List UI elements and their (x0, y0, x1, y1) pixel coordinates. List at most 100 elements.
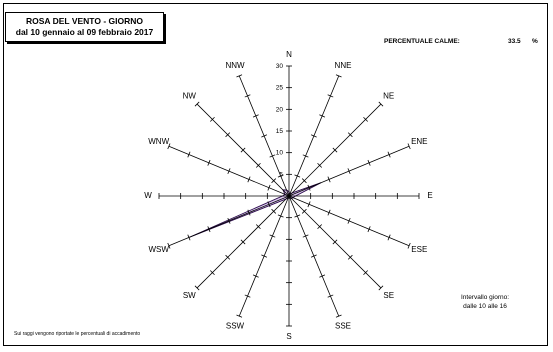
spoke-tick-wsw (207, 226, 211, 233)
spoke-tick-ese (387, 234, 391, 241)
spoke-tick-wsw (187, 234, 191, 241)
calm-percentage-value: 33.5 (508, 38, 521, 45)
spoke-tick-wnw (187, 151, 191, 158)
spoke-tick-wnw (227, 168, 231, 175)
spoke-tick-ese (327, 209, 331, 216)
time-interval-note: Intervallo giorno: dalle 10 alle 16 (445, 293, 525, 311)
spoke-tick-wsw (227, 217, 231, 224)
spoke-tick-ese (307, 201, 311, 208)
spoke-tick-nnw (269, 154, 276, 158)
direction-label-wsw: WSW (148, 245, 169, 254)
calm-percentage-unit: % (532, 38, 538, 45)
spoke-tick-sw (194, 285, 200, 291)
time-interval-range: dalle 10 alle 16 (463, 303, 507, 310)
spoke-tick-wsw (267, 201, 271, 208)
spoke-tick-ene (387, 151, 391, 158)
spoke-tick-ssw (277, 214, 284, 218)
spoke-tick-nw (255, 162, 261, 168)
chart-subtitle: dal 10 gennaio al 09 febbraio 2017 (15, 27, 154, 37)
spoke-tick-ene (407, 143, 411, 150)
spoke-tick-wnw (167, 143, 171, 150)
spoke-tick-sse (310, 254, 317, 258)
spoke-tick-ne (317, 162, 323, 168)
direction-label-e: E (427, 191, 432, 200)
chart-title-box: ROSA DEL VENTO - GIORNO dal 10 gennaio a… (5, 12, 164, 42)
direction-label-se: SE (383, 291, 394, 300)
radial-tick-label: 30 (276, 63, 284, 70)
spoke-tick-sw (271, 208, 277, 214)
spoke-tick-ssw (236, 314, 243, 318)
spoke-tick-nne (310, 134, 317, 138)
spoke-tick-wnw (247, 176, 251, 183)
spoke-tick-ese (367, 226, 371, 233)
direction-label-nnw: NNW (225, 61, 245, 70)
direction-label-sse: SSE (335, 321, 351, 330)
radial-tick-label: 5 (279, 171, 283, 178)
direction-label-ese: ESE (411, 245, 427, 254)
direction-label-n: N (286, 50, 292, 59)
spoke-tick-se (332, 239, 338, 245)
footnote: Sui raggi vengono riportate le percentua… (14, 331, 141, 337)
spoke-tick-ssw (252, 274, 259, 278)
spoke-tick-sse (327, 294, 334, 298)
spoke-tick-wnw (207, 159, 211, 166)
spoke-tick-nw (209, 116, 215, 122)
spoke-tick-nnw (277, 174, 284, 178)
spoke-tick-nne (302, 154, 309, 158)
spoke-tick-sse (335, 314, 342, 318)
spoke-tick-sw (225, 254, 231, 260)
spoke-tick-ne (301, 178, 307, 184)
spoke-tick-se (317, 224, 323, 230)
spoke-tick-sw (209, 270, 215, 276)
direction-label-ene: ENE (411, 137, 427, 146)
spoke-tick-nw (271, 178, 277, 184)
spoke-tick-wsw (167, 242, 171, 249)
calm-percentage-label: PERCENTUALE CALME: (384, 38, 460, 45)
spoke-tick-nw (240, 147, 246, 153)
spoke-tick-sse (294, 214, 301, 218)
spoke-tick-ssw (261, 254, 268, 258)
spoke-tick-ene (307, 184, 311, 191)
radial-tick-label: 15 (276, 128, 284, 135)
spoke-tick-wsw (247, 209, 251, 216)
radial-tick-label: 10 (276, 150, 284, 157)
spoke-tick-ene (367, 159, 371, 166)
spoke-tick-se (347, 254, 353, 260)
spoke-tick-nnw (252, 114, 259, 118)
spoke-tick-ese (347, 217, 351, 224)
spoke-tick-ene (327, 176, 331, 183)
direction-label-ne: NE (383, 91, 394, 100)
spoke-tick-ne (347, 132, 353, 138)
radial-tick-label: 20 (276, 106, 284, 113)
direction-label-s: S (286, 332, 291, 341)
chart-frame (3, 3, 548, 346)
spoke-tick-nne (335, 74, 342, 78)
spoke-tick-nnw (244, 94, 251, 98)
direction-label-w: W (144, 191, 152, 200)
spoke-tick-ne (332, 147, 338, 153)
spoke-tick-nne (294, 174, 301, 178)
time-interval-title: Intervallo giorno: (460, 294, 510, 301)
chart-title: ROSA DEL VENTO - GIORNO (26, 16, 143, 26)
spoke-tick-nne (327, 94, 334, 98)
spoke-tick-wnw (267, 184, 271, 191)
spoke-tick-se (378, 285, 384, 291)
spoke-tick-ese (407, 242, 411, 249)
direction-label-wnw: WNW (148, 137, 169, 146)
spoke-tick-nw (225, 132, 231, 138)
spoke-tick-nw (194, 101, 200, 107)
radial-tick-label: 25 (276, 85, 284, 92)
direction-label-ssw: SSW (226, 321, 245, 330)
spoke-tick-sse (302, 234, 309, 238)
direction-label-sw: SW (183, 291, 196, 300)
direction-label-nw: NW (183, 91, 197, 100)
spoke-tick-ne (378, 101, 384, 107)
spoke-tick-se (363, 270, 369, 276)
spoke-tick-sw (255, 224, 261, 230)
spoke-tick-se (301, 208, 307, 214)
spoke-tick-sse (319, 274, 326, 278)
spoke-tick-nnw (261, 134, 268, 138)
spoke-tick-ssw (269, 234, 276, 238)
spoke-tick-sw (240, 239, 246, 245)
direction-label-nne: NNE (335, 61, 352, 70)
